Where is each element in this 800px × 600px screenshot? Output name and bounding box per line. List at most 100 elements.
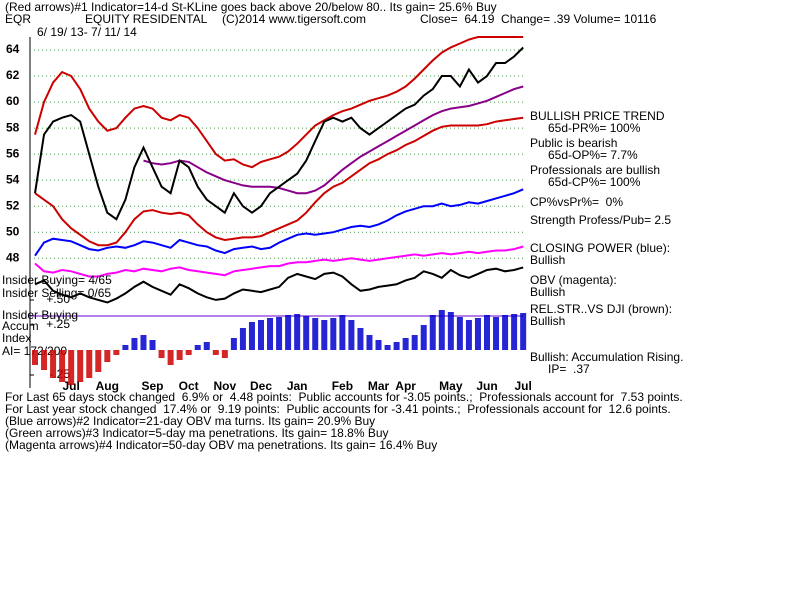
accum-bar — [122, 345, 129, 350]
accum-bar — [176, 350, 183, 360]
accum-bar — [429, 315, 436, 350]
accum-bar — [366, 335, 373, 350]
annotation: Bullish — [530, 253, 565, 267]
footer-line: For Last year stock changed 17.4% or 9.1… — [5, 402, 671, 416]
left-note: Accum — [2, 319, 39, 333]
accum-bar — [411, 335, 418, 350]
left-note: Index — [2, 331, 31, 345]
x-tick-label: Dec — [250, 379, 272, 393]
accum-bar — [484, 315, 490, 350]
copyright: (C)2014 www.tigersoft.com — [222, 12, 366, 26]
x-tick-label: Apr — [395, 379, 416, 393]
series-line — [34, 46, 524, 221]
y-tick-label: +.25 — [46, 317, 70, 331]
footer-line: (Blue arrows)#2 Indicator=21-day OBV ma … — [5, 414, 375, 428]
accum-bar — [77, 350, 84, 382]
annotation: OBV (magenta): — [530, 273, 617, 287]
accum-bar — [258, 320, 264, 350]
accum-bar — [140, 335, 147, 350]
accum-bar — [330, 318, 337, 350]
company: EQUITY RESIDENTAL — [85, 12, 208, 26]
accum-bar — [402, 338, 409, 350]
accum-bar — [375, 340, 382, 350]
accum-bar — [321, 320, 328, 350]
accum-bar — [203, 342, 210, 350]
accum-bar — [32, 350, 38, 365]
y-tick-label: 48 — [6, 250, 20, 264]
accum-bar — [86, 350, 93, 378]
series-line — [34, 116, 524, 247]
annotation: BULLISH PRICE TREND — [530, 109, 665, 123]
series-line — [143, 85, 524, 195]
accum-bar — [239, 328, 246, 350]
accum-bar — [131, 338, 138, 350]
accum-bar — [194, 345, 201, 350]
annotation: 65d-CP%= 100% — [548, 175, 641, 189]
y-tick-label: 62 — [6, 68, 20, 82]
accum-bar — [312, 318, 319, 350]
accum-bar — [303, 316, 310, 350]
annotation: CP%vsPr%= 0% — [530, 195, 623, 209]
ticker: EQR — [5, 12, 31, 26]
date-range: 6/ 19/ 13- 7/ 11/ 14 — [37, 25, 137, 39]
left-note: Insider Buying= 4/65 — [2, 273, 112, 287]
quote: Close= 64.19 Change= .39 Volume= 10116 — [420, 12, 657, 26]
y-tick-label: 60 — [6, 94, 20, 108]
annotation: IP= .37 — [548, 362, 590, 376]
accum-bar — [212, 350, 219, 355]
x-tick-label: Mar — [368, 379, 390, 393]
y-tick-label: 52 — [6, 198, 20, 212]
footer-line: For Last 65 days stock changed 6.9% or 4… — [5, 390, 683, 404]
accum-bar — [393, 342, 400, 350]
accum-bar — [285, 315, 292, 350]
accum-bar — [267, 318, 274, 350]
accum-bar — [493, 317, 500, 350]
accum-bar — [185, 350, 192, 355]
header-title: (Red arrows)#1 Indicator=14-d St-KLine g… — [5, 0, 497, 14]
accum-bar — [465, 320, 472, 350]
accum-bar — [294, 314, 301, 350]
left-note: Insider Buying — [2, 308, 78, 322]
accum-bar — [68, 350, 75, 385]
series-line — [34, 266, 524, 304]
annotation: Public is bearish — [530, 136, 617, 150]
annotation: 65d-OP%= 7.7% — [548, 148, 638, 162]
accum-bar — [113, 350, 120, 355]
annotation: Bullish — [530, 314, 565, 328]
accum-bar — [158, 350, 165, 358]
footer-line: (Magenta arrows)#4 Indicator=50-day OBV … — [5, 438, 437, 452]
x-tick-label: Oct — [179, 379, 199, 393]
accum-bar — [248, 322, 255, 350]
accum-bar — [438, 310, 445, 350]
accum-bar — [50, 350, 57, 378]
accum-bar — [59, 350, 66, 382]
y-tick-label: 58 — [6, 120, 20, 134]
x-tick-label: Feb — [332, 379, 353, 393]
accum-bar — [520, 313, 527, 350]
accum-bar — [95, 350, 102, 372]
series-line — [34, 245, 524, 278]
y-tick-label: 64 — [6, 42, 20, 56]
x-tick-label: Jul — [62, 379, 79, 393]
x-tick-label: Jul — [514, 379, 531, 393]
y-tick-label: 50 — [6, 224, 20, 238]
annotation: CLOSING POWER (blue): — [530, 241, 670, 255]
accum-bar — [357, 328, 364, 350]
accum-bar — [420, 325, 427, 350]
x-tick-label: Jun — [476, 379, 497, 393]
annotation: Bullish: Accumulation Rising. — [530, 350, 683, 364]
accum-bar — [339, 315, 346, 350]
accum-bar — [276, 317, 283, 350]
y-tick-label: 54 — [6, 172, 20, 186]
footer-line: (Green arrows)#3 Indicator=5-day ma pene… — [5, 426, 389, 440]
series-line — [34, 188, 524, 257]
y-tick-label: +.50 — [46, 292, 70, 306]
accum-bar — [41, 350, 48, 370]
accum-bar — [149, 340, 156, 350]
annotation: Professionals are bullish — [530, 163, 660, 177]
x-tick-label: Nov — [214, 379, 237, 393]
accum-bar — [167, 350, 174, 365]
x-tick-label: Sep — [142, 379, 164, 393]
